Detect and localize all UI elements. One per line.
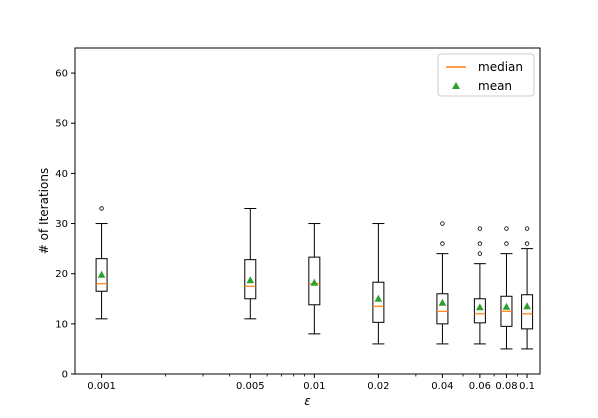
mean-marker [310,278,319,286]
x-tick-label: 0.08 [495,381,517,392]
outlier-point [99,206,104,211]
axes-layer: 0 10 20 30 40 50 60 0.001 0.005 0.01 0.02 0.04 0.06 0… [55,69,535,392]
mean-marker [502,302,511,310]
outlier-point [504,226,509,231]
iqr-box [473,298,486,324]
box-group [436,221,449,345]
mean-marker [523,302,531,310]
legend-mean-swatch [452,82,460,89]
box-group [308,223,321,335]
mean-marker [374,294,383,302]
mean-marker [476,303,484,311]
x-tick-label: 0.04 [431,381,453,392]
y-axis-title: # of Iterations [37,168,51,254]
legend-frame [437,53,535,97]
outlier-point [504,241,509,246]
x-tick-label: 0.001 [87,381,116,392]
iqr-box [244,259,257,300]
box-group [244,207,257,320]
y-tick-label: 60 [55,69,68,80]
y-tick-label: 20 [55,269,68,280]
outlier-point [524,241,530,246]
outlier-point [440,221,445,226]
legend: median mean [437,53,535,97]
outlier-point [524,226,530,231]
x-tick-label: 0.005 [236,381,265,392]
iqr-box [95,258,108,292]
x-axis-title: ε [304,394,311,408]
box-group [521,226,534,350]
x-tick-label: 0.1 [519,381,535,392]
x-tick-label: 0.06 [469,381,491,392]
y-tick-label: 10 [55,319,68,330]
y-tick-label: 50 [55,119,68,130]
outlier-point [440,241,445,246]
iqr-box [521,294,534,330]
plot-layer [95,206,534,350]
legend-label: mean [478,79,512,93]
iqr-box [436,293,449,325]
legend-label: median [478,60,523,74]
outlier-point [477,226,483,231]
mean-marker [438,298,447,306]
y-tick-label: 0 [62,370,68,381]
y-tick-label: 30 [55,219,68,230]
x-tick-label: 0.02 [367,381,389,392]
box-group [95,206,108,320]
box-group [473,226,486,345]
x-tick-label: 0.01 [303,381,325,392]
iqr-box [372,281,385,323]
mean-marker [97,270,106,278]
mean-marker [246,276,255,284]
iqr-box [308,256,321,306]
box-group [500,226,513,350]
plot-frame [74,47,541,375]
outlier-point [477,251,483,256]
y-tick-label: 40 [55,169,68,180]
box-group [372,223,385,345]
outlier-point [477,241,483,246]
